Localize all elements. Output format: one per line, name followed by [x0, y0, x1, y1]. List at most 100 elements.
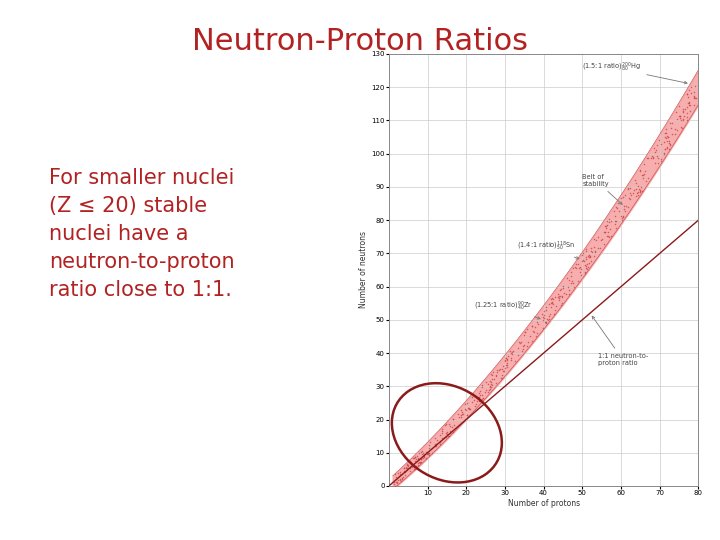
- Point: [429, 434, 441, 442]
- Point: [541, 306, 552, 314]
- Point: [585, 243, 597, 252]
- Point: [515, 339, 526, 347]
- Point: [576, 251, 588, 260]
- Point: [580, 245, 592, 253]
- Point: [688, 92, 700, 101]
- Point: [675, 123, 687, 132]
- Text: Neutron-Proton Ratios: Neutron-Proton Ratios: [192, 27, 528, 56]
- Point: [627, 188, 639, 197]
- Point: [536, 310, 548, 319]
- Point: [616, 214, 628, 222]
- Point: [659, 132, 670, 141]
- Point: [616, 215, 628, 224]
- Point: [513, 351, 524, 360]
- Point: [392, 476, 404, 485]
- Point: [487, 374, 498, 383]
- Point: [690, 93, 702, 102]
- Point: [608, 207, 619, 216]
- Point: [480, 386, 492, 395]
- Point: [395, 477, 407, 485]
- Point: [665, 140, 676, 149]
- Point: [440, 420, 451, 429]
- Point: [500, 357, 511, 366]
- Point: [537, 324, 549, 333]
- Point: [586, 248, 598, 257]
- Point: [494, 365, 505, 374]
- Point: [497, 364, 508, 373]
- Point: [410, 454, 422, 463]
- Point: [662, 144, 673, 152]
- Point: [548, 309, 559, 318]
- Point: [690, 93, 701, 102]
- Point: [491, 368, 503, 376]
- Point: [401, 465, 413, 474]
- Point: [390, 470, 401, 479]
- Point: [577, 256, 588, 265]
- Point: [418, 449, 429, 458]
- Point: [662, 132, 674, 141]
- Point: [678, 115, 689, 124]
- Point: [487, 367, 499, 376]
- Point: [463, 403, 474, 412]
- Point: [583, 259, 595, 267]
- Point: [551, 302, 562, 310]
- Point: [418, 452, 429, 461]
- Point: [518, 341, 529, 350]
- Point: [554, 294, 565, 302]
- Point: [488, 375, 500, 383]
- Point: [526, 321, 538, 330]
- Point: [545, 295, 557, 303]
- Point: [538, 307, 549, 315]
- Point: [636, 186, 647, 195]
- Point: [397, 474, 408, 482]
- Point: [521, 341, 533, 350]
- Point: [496, 370, 508, 379]
- Point: [500, 354, 512, 362]
- Point: [474, 397, 485, 406]
- Point: [682, 90, 693, 98]
- Point: [426, 449, 437, 457]
- Point: [588, 235, 600, 244]
- Point: [494, 366, 505, 375]
- Point: [580, 255, 592, 264]
- Point: [546, 298, 558, 307]
- Point: [681, 108, 693, 117]
- Point: [603, 214, 615, 223]
- Point: [584, 252, 595, 261]
- Point: [655, 139, 667, 148]
- Point: [630, 179, 642, 188]
- Point: [557, 281, 569, 290]
- Point: [420, 447, 432, 456]
- Point: [620, 190, 631, 199]
- Point: [649, 144, 660, 152]
- Point: [485, 377, 496, 386]
- Point: [472, 397, 483, 406]
- Point: [395, 468, 406, 477]
- Point: [466, 397, 477, 406]
- Point: [544, 314, 555, 323]
- Point: [688, 94, 700, 103]
- Point: [393, 471, 405, 480]
- Point: [410, 461, 422, 470]
- Point: [435, 438, 446, 447]
- Point: [611, 217, 622, 225]
- Point: [415, 450, 427, 458]
- Point: [658, 150, 670, 158]
- Point: [675, 116, 686, 124]
- Point: [620, 202, 631, 211]
- Point: [424, 437, 436, 446]
- Point: [541, 303, 552, 312]
- Point: [491, 365, 503, 374]
- Point: [490, 371, 502, 380]
- Point: [688, 100, 700, 109]
- Point: [473, 394, 485, 402]
- Point: [683, 100, 695, 109]
- Point: [516, 338, 527, 346]
- Point: [675, 111, 686, 120]
- Point: [602, 216, 613, 225]
- Point: [622, 184, 634, 192]
- Point: [677, 107, 688, 116]
- Point: [623, 193, 634, 202]
- Text: Belt of
stability: Belt of stability: [582, 174, 622, 204]
- Point: [540, 317, 552, 326]
